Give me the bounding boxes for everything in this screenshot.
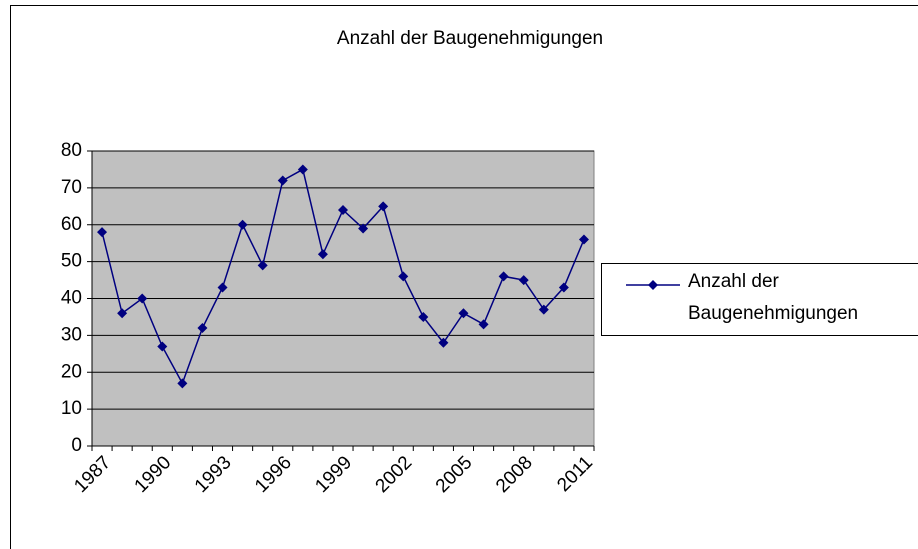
y-tick-label: 10	[61, 398, 82, 419]
marker	[117, 308, 128, 319]
legend-box	[601, 263, 918, 336]
y-tick-label: 20	[61, 361, 82, 382]
marker	[458, 308, 469, 319]
marker	[398, 271, 409, 282]
y-tick-label: 50	[61, 251, 82, 272]
y-tick-label: 60	[61, 214, 82, 235]
y-tick-label: 70	[61, 177, 82, 198]
y-tick-label: 40	[61, 288, 82, 309]
chart-title: Anzahl der Baugenehmigungen	[336, 28, 604, 49]
marker	[498, 271, 509, 282]
marker	[137, 293, 148, 304]
marker	[297, 164, 308, 175]
marker	[177, 378, 188, 389]
marker	[317, 249, 328, 260]
marker	[197, 323, 208, 333]
marker	[378, 201, 389, 212]
marker	[538, 304, 549, 315]
marker	[237, 219, 248, 230]
marker	[338, 205, 348, 215]
marker	[478, 319, 489, 330]
y-tick-label: 0	[71, 435, 82, 456]
marker	[257, 260, 268, 271]
marker	[418, 311, 429, 322]
marker	[217, 282, 228, 293]
marker	[558, 282, 569, 293]
legend-marker	[648, 280, 658, 290]
legend-label: Anzahl der Baugenehmigungen	[688, 271, 859, 324]
marker	[358, 223, 369, 234]
marker	[518, 275, 529, 286]
marker	[157, 341, 168, 352]
marker	[277, 175, 288, 186]
marker	[438, 337, 449, 348]
y-tick-label: 80	[61, 140, 82, 161]
marker	[97, 227, 108, 238]
y-tick-label: 30	[61, 324, 82, 345]
marker	[578, 234, 589, 245]
